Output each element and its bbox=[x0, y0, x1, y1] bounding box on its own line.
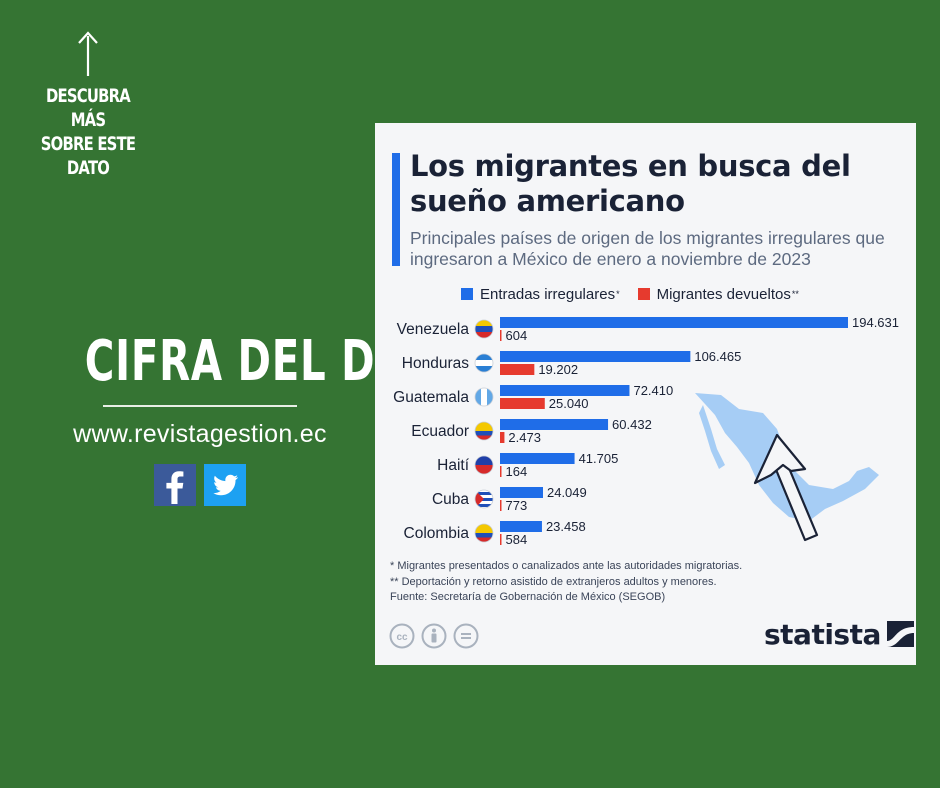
license-icons: cc bbox=[389, 623, 485, 649]
bar-devueltos bbox=[500, 432, 505, 443]
data-label-entradas: 106.465 bbox=[694, 349, 741, 364]
website-link[interactable]: www.revistagestion.ec bbox=[73, 420, 327, 448]
chart-subtitle: Principales países de origen de los migr… bbox=[410, 228, 885, 269]
brand-name: statista bbox=[764, 617, 881, 651]
legend-item-entradas: Entradas irregulares * bbox=[461, 286, 620, 303]
ecuador-flag-icon bbox=[474, 421, 494, 441]
discover-line: DESCUBRA MÁS bbox=[46, 85, 131, 131]
discover-line: SOBRE ESTE bbox=[40, 133, 136, 155]
source-note: Fuente: Secretaría de Gobernación de Méx… bbox=[390, 591, 666, 603]
legend-label: Entradas irregulares bbox=[480, 285, 616, 303]
mexico-map-icon bbox=[695, 393, 879, 542]
honduras-flag-icon bbox=[474, 353, 494, 373]
data-label-entradas: 60.432 bbox=[612, 417, 652, 432]
discover-more-text[interactable]: DESCUBRA MÁS SOBRE ESTE DATO bbox=[30, 84, 145, 180]
footnote: * Migrantes presentados o canalizados an… bbox=[390, 560, 743, 572]
data-label-entradas: 23.458 bbox=[546, 519, 586, 534]
bar-devueltos bbox=[500, 364, 535, 375]
bar-entradas bbox=[500, 317, 848, 328]
by-icon[interactable] bbox=[421, 623, 447, 649]
svg-text:cc: cc bbox=[396, 632, 408, 643]
data-label-devueltos: 604 bbox=[506, 328, 528, 343]
statista-logo[interactable]: statista bbox=[764, 617, 914, 651]
discover-line: DATO bbox=[66, 157, 110, 179]
category-label: Venezuela bbox=[397, 321, 470, 338]
facebook-icon[interactable] bbox=[154, 464, 196, 506]
bar-devueltos bbox=[500, 466, 502, 477]
category-label: Haití bbox=[437, 457, 470, 474]
bar-entradas bbox=[500, 521, 542, 532]
legend-mark: ** bbox=[791, 289, 799, 299]
arrow-up-icon bbox=[78, 31, 98, 76]
colombia-flag-icon bbox=[474, 523, 494, 543]
footnotes: * Migrantes presentados o canalizados an… bbox=[390, 559, 910, 606]
legend-swatch-red bbox=[637, 288, 650, 300]
venezuela-flag-icon bbox=[474, 319, 494, 339]
bar-devueltos bbox=[500, 330, 502, 341]
data-label-devueltos: 25.040 bbox=[549, 396, 589, 411]
data-label-entradas: 24.049 bbox=[547, 485, 587, 500]
nd-icon[interactable] bbox=[453, 623, 479, 649]
data-label-devueltos: 164 bbox=[506, 464, 528, 479]
footnote: ** Deportación y retorno asistido de ext… bbox=[390, 575, 717, 588]
legend-label: Migrantes devueltos bbox=[656, 285, 791, 303]
legend-mark: * bbox=[616, 289, 620, 299]
chart-title: Los migrantes en busca del sueño america… bbox=[410, 149, 851, 218]
haiti-flag-icon bbox=[474, 455, 494, 475]
cc-icon[interactable]: cc bbox=[389, 623, 415, 649]
category-label: Guatemala bbox=[393, 389, 469, 406]
bar-entradas bbox=[500, 385, 630, 396]
data-label-devueltos: 773 bbox=[506, 498, 528, 513]
legend: Entradas irregulares * Migrantes devuelto… bbox=[461, 283, 817, 305]
data-label-devueltos: 2.473 bbox=[508, 430, 541, 445]
data-label-entradas: 41.705 bbox=[579, 451, 619, 466]
bar-devueltos bbox=[500, 500, 502, 511]
category-label: Colombia bbox=[404, 525, 470, 542]
cuba-flag-icon bbox=[474, 489, 494, 509]
twitter-icon[interactable] bbox=[204, 464, 246, 506]
bar-entradas bbox=[500, 487, 543, 498]
data-label-entradas: 194.631 bbox=[852, 315, 899, 330]
bar-entradas bbox=[500, 419, 609, 430]
statista-logo-icon bbox=[886, 621, 914, 647]
title-accent-bar bbox=[392, 153, 400, 266]
bar-entradas bbox=[500, 351, 691, 362]
category-label: Honduras bbox=[402, 355, 469, 372]
category-label: Cuba bbox=[432, 491, 469, 508]
data-label-entradas: 72.410 bbox=[633, 383, 673, 398]
legend-item-devueltos: Migrantes devueltos ** bbox=[637, 285, 799, 303]
infographic-card: Los migrantes en busca del sueño america… bbox=[375, 123, 916, 665]
bar-entradas bbox=[500, 453, 575, 464]
category-label: Ecuador bbox=[411, 423, 469, 440]
divider bbox=[103, 405, 297, 407]
legend-swatch-blue bbox=[461, 288, 473, 300]
bar-chart: Venezuela 194.631 604 Honduras 106.465 19.202… bbox=[393, 315, 899, 547]
bar-devueltos bbox=[500, 398, 545, 409]
guatemala-flag-icon bbox=[474, 387, 494, 407]
bar-devueltos bbox=[500, 534, 502, 545]
data-label-devueltos: 19.202 bbox=[538, 362, 578, 377]
data-label-devueltos: 584 bbox=[506, 532, 528, 547]
headline: CIFRA DEL DÍA bbox=[84, 329, 424, 394]
